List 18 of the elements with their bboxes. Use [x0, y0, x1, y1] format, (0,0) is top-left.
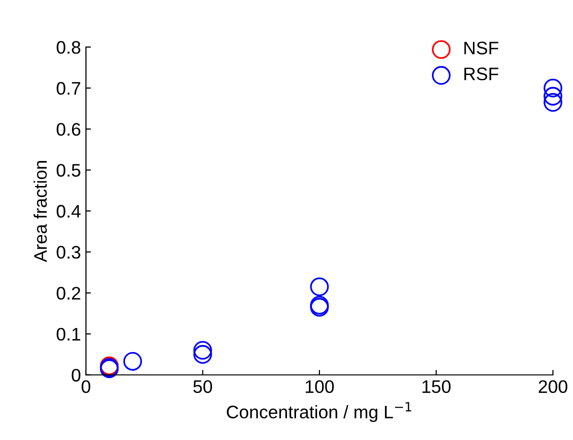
y-tick-label: 0.5: [56, 164, 80, 177]
x-tick-label: 200: [538, 380, 568, 394]
x-tick-label: 100: [306, 380, 334, 394]
x-tick-label: 0: [82, 380, 90, 394]
y-tick-label: 0.8: [56, 41, 80, 54]
y-tick-label: 0: [72, 368, 80, 382]
legend-label: RSF: [464, 68, 498, 80]
y-tick-label: 0.4: [56, 204, 81, 218]
y-tick-label: 0.6: [56, 122, 80, 136]
y-tick-label: 0.2: [56, 286, 80, 300]
y-tick-label: 0.1: [56, 328, 80, 341]
x-tick-label: 150: [422, 380, 451, 394]
x-axis-title: Concentration / mg L$^{−1}$: [226, 402, 412, 422]
x-tick-label: 50: [193, 380, 212, 394]
y-axis-title: Area fraction: [34, 160, 47, 262]
y-tick-label: 0.7: [56, 82, 80, 95]
y-tick-label: 0.3: [56, 246, 80, 259]
legend-label: NSF: [464, 42, 498, 54]
